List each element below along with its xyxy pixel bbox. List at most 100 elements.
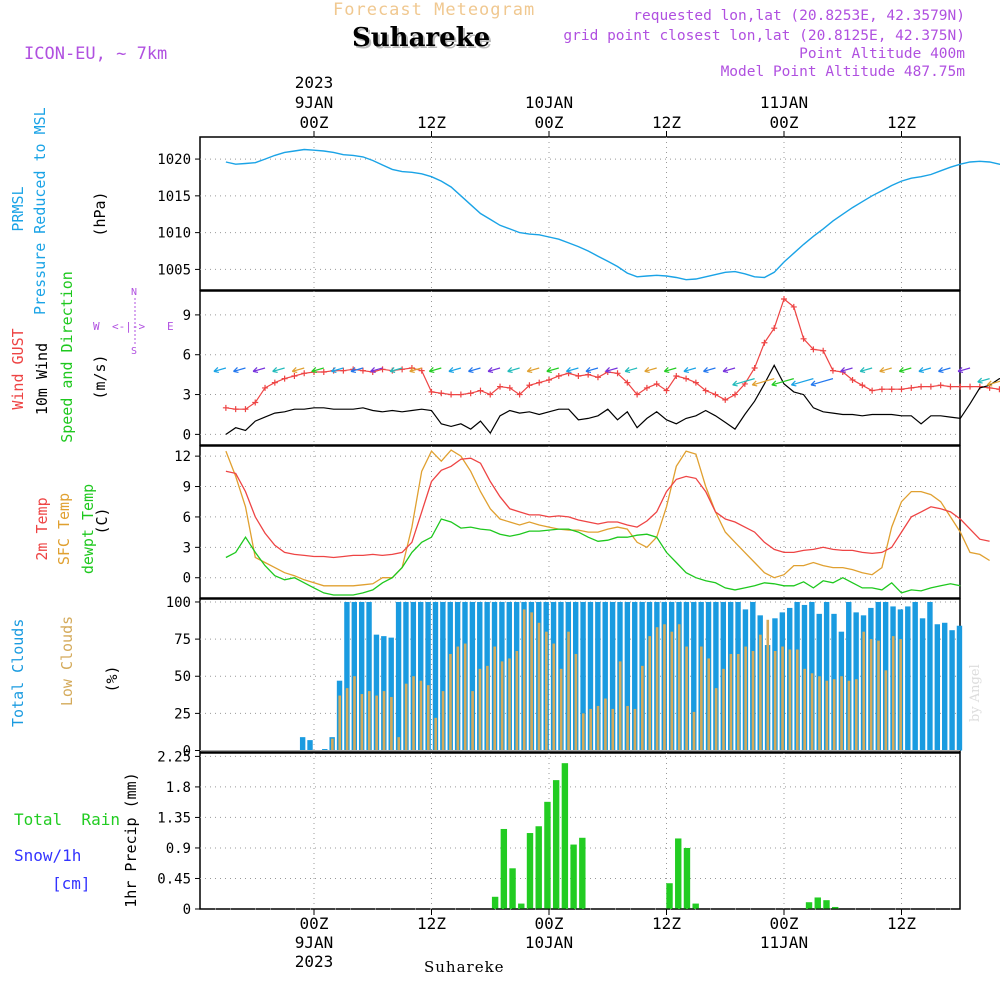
low-cloud-bar	[375, 695, 378, 751]
low-cloud-bar	[449, 653, 452, 751]
gust-marker	[457, 391, 464, 398]
gust-marker	[761, 339, 768, 346]
gust-marker	[340, 367, 347, 374]
gust-marker	[878, 386, 885, 393]
gust-marker	[692, 379, 699, 386]
total-cloud-bar	[713, 601, 719, 751]
total-cloud-bar	[934, 624, 941, 751]
cloud-tick-label: 100	[166, 595, 191, 611]
wind-arrow	[624, 367, 638, 374]
total-cloud-bar	[580, 601, 586, 751]
low-cloud-bar	[670, 631, 674, 751]
total-cloud-bar	[344, 601, 350, 751]
rain-bar	[579, 837, 586, 909]
t2m-line	[225, 457, 990, 559]
gust-marker	[643, 384, 650, 391]
wind-arrow	[938, 367, 951, 374]
wind-arrow	[840, 367, 853, 374]
gust-marker	[262, 384, 269, 391]
wind-arrow	[409, 367, 422, 374]
wind-arrow	[859, 367, 873, 374]
low-cloud-bar	[427, 685, 430, 751]
bottom-axis-label: 12Z	[652, 914, 681, 933]
cloud-tick-label: 75	[174, 632, 191, 648]
gust-marker	[291, 372, 298, 379]
gust-marker	[800, 335, 807, 342]
total-cloud-bar	[691, 601, 697, 751]
low-cloud-bar	[574, 653, 578, 751]
gust-marker	[546, 376, 552, 383]
gust-marker	[506, 384, 513, 391]
precip-tick-label: 2.25	[157, 749, 191, 765]
gust-marker	[702, 387, 709, 394]
temp-tick-label: 0	[183, 571, 191, 587]
total-cloud-bar	[609, 601, 616, 751]
dewpt-line	[225, 518, 961, 596]
chart-title: Forecast Meteogram	[333, 0, 536, 20]
low-cloud-bar	[345, 688, 349, 751]
top-axis-label: 10JAN	[525, 93, 573, 112]
low-cloud-bar	[545, 631, 548, 751]
gust-marker	[908, 384, 915, 391]
low-cloud-bar	[589, 708, 592, 751]
gust-marker	[918, 383, 925, 390]
wind-arrow	[722, 367, 736, 374]
total-cloud-bar	[602, 601, 608, 751]
gust-marker	[957, 383, 964, 390]
low-cloud-bar	[508, 658, 511, 751]
low-cloud-bar	[338, 695, 342, 751]
gust-marker	[781, 295, 787, 302]
low-cloud-bar	[714, 688, 718, 751]
gust-marker	[252, 399, 259, 406]
low-cloud-bar	[862, 631, 866, 751]
gust-line	[225, 297, 1000, 410]
low-cloud-bar	[633, 708, 637, 751]
model-label: ICON-EU, ~ 7km	[24, 44, 168, 64]
wind-arrow	[879, 367, 892, 374]
low-cloud-bar	[522, 609, 526, 751]
cloud-tick-label: 25	[174, 706, 191, 722]
gust-marker	[379, 366, 386, 373]
gust-marker	[634, 391, 641, 398]
wind-arrow	[565, 367, 579, 374]
total-cloud-bar	[358, 601, 365, 751]
total-cloud-bar	[949, 630, 955, 751]
low-cloud-bar	[840, 676, 843, 751]
low-cloud-bar	[641, 665, 644, 751]
gust-marker	[399, 366, 406, 373]
wind-arrow	[546, 367, 559, 374]
total-cloud-bar	[912, 601, 918, 751]
low-cloud-bar	[382, 691, 386, 751]
bottom-axis-label: 2023	[295, 952, 334, 971]
low-cloud-bar	[626, 705, 629, 751]
pressure-line	[225, 148, 1000, 281]
panel-frame	[199, 136, 961, 291]
gust-marker	[653, 380, 660, 387]
gust-marker	[771, 325, 778, 332]
cloud-tick-label: 50	[174, 669, 191, 685]
low-cloud-bar	[412, 676, 415, 751]
low-cloud-bar	[390, 697, 393, 751]
precip-tick-label: 0	[183, 902, 191, 918]
total-cloud-bar	[425, 601, 431, 751]
low-cloud-bar	[810, 673, 814, 751]
temp-tick-label: 12	[174, 449, 191, 465]
rain-bar	[692, 903, 699, 909]
low-cloud-bar	[463, 643, 467, 751]
low-cloud-bar	[736, 653, 740, 751]
total-cloud-bar	[632, 601, 638, 751]
low-cloud-bar	[877, 640, 880, 751]
panel-frame	[199, 445, 961, 599]
top-axis-label: 12Z	[887, 113, 916, 132]
bottom-axis-label: 10JAN	[525, 933, 573, 952]
gust-marker	[516, 391, 523, 398]
top-axis-label: 12Z	[652, 113, 681, 132]
rain-bar	[570, 844, 577, 909]
low-cloud-bar	[773, 650, 777, 751]
rain-bar	[675, 838, 682, 909]
rain-bar	[814, 897, 821, 909]
wind-arrow	[918, 367, 932, 374]
total-cloud-bar	[942, 622, 948, 751]
point-altitude: Point Altitude 400m	[799, 46, 965, 62]
low-cloud-bar	[441, 691, 445, 751]
